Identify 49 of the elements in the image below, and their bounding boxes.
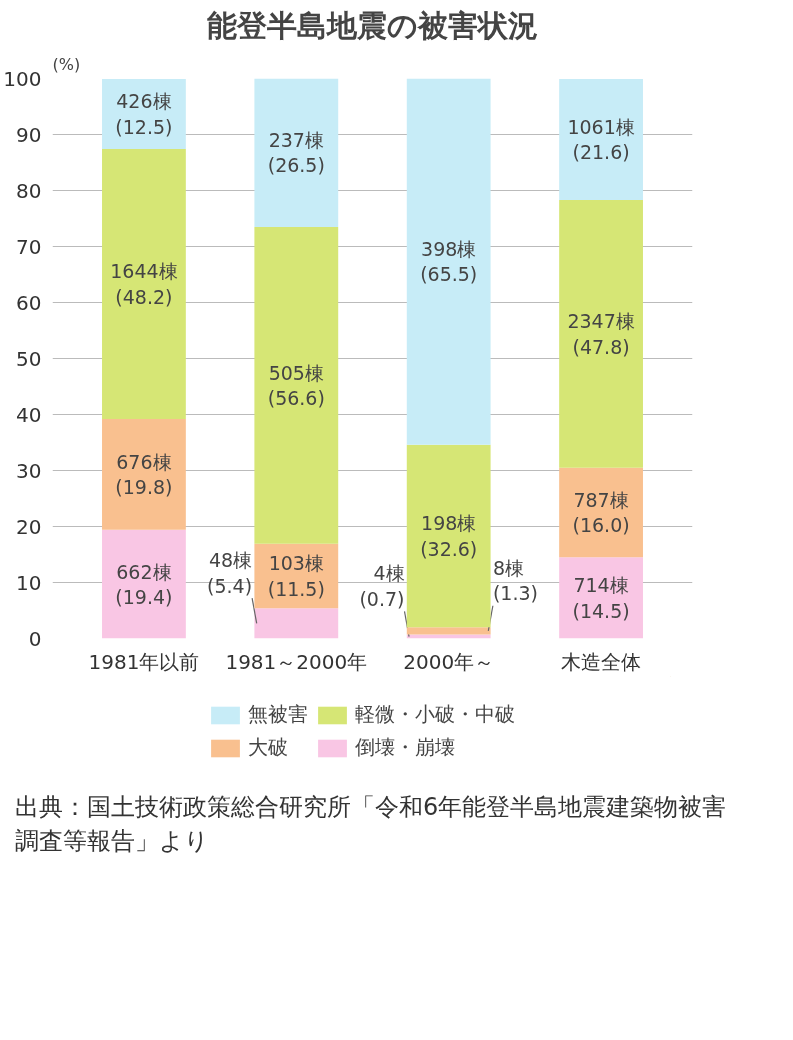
y-tick-label: 50	[16, 346, 42, 371]
legend-label: 倒壊・崩壊	[355, 734, 455, 761]
data-label: 103棟 (11.5)	[267, 552, 325, 600]
data-label: 662棟 (19.4)	[115, 560, 173, 608]
x-tick-label: 1981～2000年	[225, 649, 368, 674]
bar	[406, 78, 491, 445]
data-label: 237棟 (26.5)	[267, 129, 325, 177]
x-tick-label: 2000年～	[403, 649, 495, 674]
bar	[406, 444, 491, 628]
chart-title: 能登半島地震の被害状況	[207, 7, 538, 43]
data-label: 1644棟 (48.2)	[110, 260, 178, 308]
data-label: 2347棟 (47.8)	[567, 310, 635, 358]
y-tick-label: 40	[16, 402, 42, 427]
y-tick-label: 30	[16, 458, 42, 483]
bar	[102, 418, 186, 530]
bar	[559, 79, 643, 201]
data-label: 787棟 (16.0)	[572, 488, 630, 537]
bar	[406, 627, 491, 635]
data-label: 714棟 (14.5)	[572, 574, 630, 622]
data-label: 505棟 (56.6)	[267, 361, 325, 410]
data-label: 4棟 (0.7)	[359, 562, 405, 610]
y-tick-label: 100	[3, 66, 42, 91]
y-tick-label: 80	[16, 178, 42, 203]
data-label: 48棟 (5.4)	[207, 549, 253, 597]
legend-label: 軽微・小破・中破	[355, 701, 515, 728]
data-label: 398棟 (65.5)	[420, 237, 478, 285]
data-label: 426棟 (12.5)	[115, 90, 173, 138]
data-label: 676棟 (19.8)	[115, 450, 173, 499]
data-label: 8棟 (1.3)	[492, 556, 538, 605]
bar	[254, 78, 339, 227]
data-label: 1061棟 (21.6)	[567, 115, 635, 164]
x-tick-label: 1981年以前	[88, 649, 200, 674]
source-note: 出典：国土技術政策総合研究所「令和6年能登半島地震建築物被害調査等報告」より	[15, 792, 728, 857]
y-tick-label: 20	[16, 514, 42, 539]
y-tick-label: 10	[16, 570, 42, 595]
data-label: 198棟 (32.6)	[420, 512, 478, 560]
x-tick-label: 木造全体	[561, 649, 642, 674]
y-tick-label: 60	[16, 290, 42, 315]
y-tick-label: 0	[28, 626, 42, 651]
bar	[102, 149, 186, 419]
y-tick-label: 70	[16, 234, 42, 259]
bar	[254, 226, 339, 544]
legend-label: 無被害	[248, 701, 308, 728]
legend-label: 大破	[248, 734, 288, 761]
y-axis-title: (%)	[52, 54, 81, 74]
y-tick-label: 90	[16, 122, 42, 147]
bar	[559, 200, 643, 468]
bar	[102, 529, 186, 639]
bar	[254, 608, 339, 639]
